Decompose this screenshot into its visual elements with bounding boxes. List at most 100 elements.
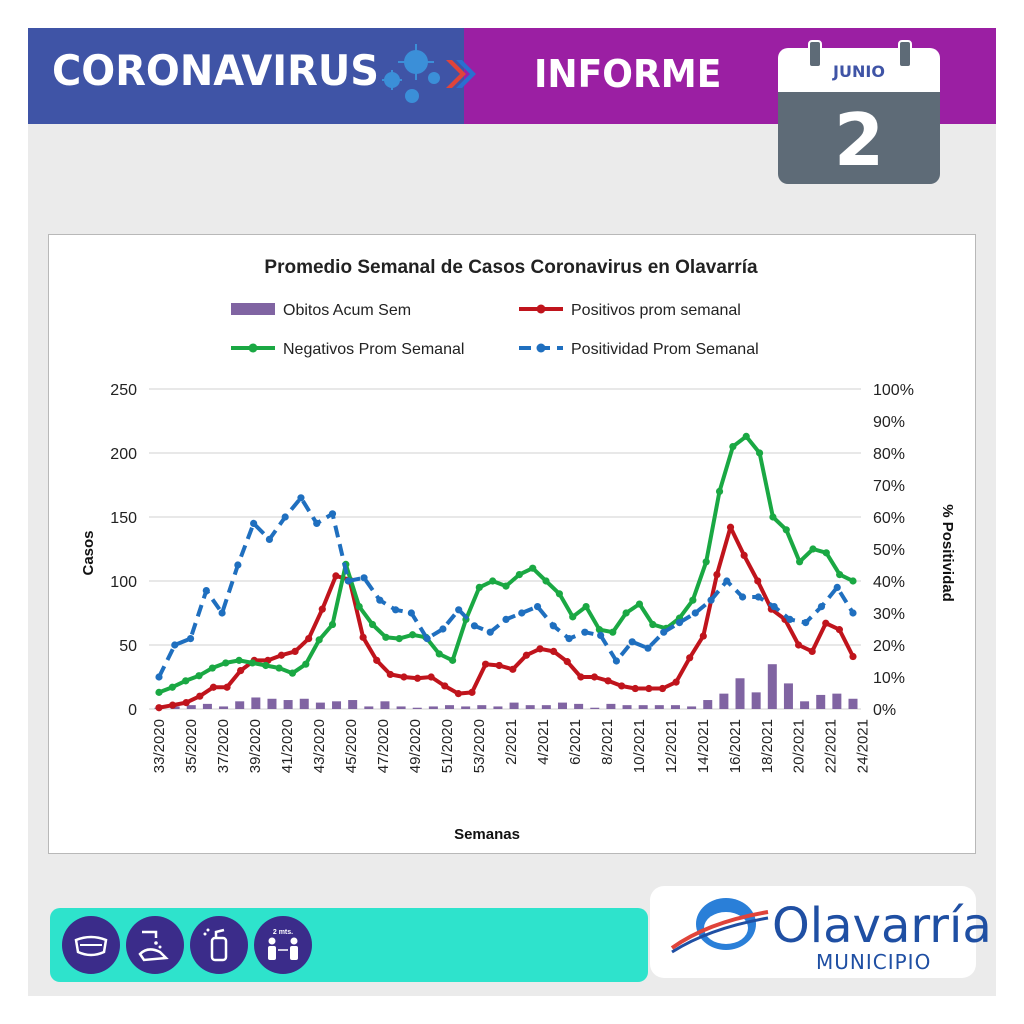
data-point (649, 620, 657, 629)
y2-tick-label: 10% (873, 670, 905, 687)
data-point (782, 526, 790, 534)
data-point (577, 673, 585, 681)
data-point (590, 673, 599, 681)
data-point (738, 593, 747, 601)
bar (735, 678, 745, 709)
x-tick-label: 37/2020 (215, 719, 232, 773)
data-point (275, 664, 283, 672)
bar (412, 707, 422, 709)
data-point (604, 677, 612, 685)
municipality-logo-icon (670, 898, 769, 954)
bar (832, 693, 842, 709)
data-point (195, 672, 203, 680)
data-point (449, 656, 457, 664)
data-point (155, 704, 163, 712)
y-tick-label: 0 (128, 702, 137, 719)
data-point (836, 571, 844, 579)
bar (235, 701, 245, 709)
data-point (644, 644, 652, 652)
bar (638, 705, 648, 709)
x-tick-label: 33/2020 (151, 719, 168, 773)
y2-tick-label: 70% (873, 478, 905, 495)
data-point (597, 631, 605, 639)
data-point (155, 673, 163, 681)
x-tick-label: 12/2021 (663, 719, 680, 773)
logo-text: Olavarría (772, 898, 992, 954)
y2-tick-label: 40% (873, 574, 905, 591)
bar (590, 707, 600, 709)
data-point (182, 699, 190, 707)
data-point (595, 626, 604, 634)
data-point (550, 647, 558, 655)
x-tick-label: 6/2021 (567, 719, 584, 765)
bar (541, 705, 551, 709)
data-point (686, 654, 694, 662)
data-point (332, 572, 340, 580)
bar (703, 700, 713, 709)
data-point (376, 596, 384, 604)
data-point (313, 519, 321, 527)
legend-label: Obitos Acum Sem (283, 302, 411, 319)
y2-tick-label: 100% (873, 382, 914, 399)
data-point (533, 603, 542, 611)
data-point (262, 661, 270, 670)
data-point (713, 571, 721, 579)
data-point (509, 665, 517, 673)
data-point (754, 577, 762, 585)
data-point (182, 677, 190, 685)
data-point (802, 619, 810, 627)
x-tick-label: 43/2020 (311, 719, 328, 773)
data-point (635, 600, 644, 608)
data-point (454, 690, 462, 698)
data-point (742, 432, 750, 440)
data-point (502, 615, 510, 623)
virus-icon (382, 44, 476, 103)
data-point (518, 609, 526, 617)
header-subtitle: INFORME (534, 52, 722, 96)
data-point (355, 603, 363, 611)
legend-label: Negativos Prom Semanal (283, 341, 464, 358)
data-point (235, 656, 243, 664)
bar (428, 706, 438, 709)
x-tick-label: 8/2021 (599, 719, 616, 765)
x-tick-label: 20/2021 (791, 719, 808, 773)
data-point (368, 620, 377, 629)
data-point (305, 635, 313, 643)
data-point (628, 638, 636, 646)
data-point (563, 658, 571, 666)
data-point (817, 603, 826, 611)
x-tick-label: 53/2020 (471, 719, 488, 773)
bar (170, 706, 180, 709)
data-point (250, 519, 258, 527)
data-point (672, 678, 680, 686)
distance-label: 2 mts. (273, 929, 293, 936)
data-point (196, 692, 204, 700)
data-point (470, 622, 479, 630)
bar (315, 702, 325, 709)
bar (574, 703, 584, 709)
data-point (427, 673, 435, 681)
bar (283, 700, 293, 709)
data-point (515, 571, 523, 579)
data-point (833, 583, 841, 591)
data-point (223, 683, 231, 691)
bar (380, 701, 390, 709)
bar (654, 705, 664, 709)
bar (299, 698, 309, 709)
y-tick-label: 150 (110, 510, 137, 527)
data-point (297, 494, 305, 502)
data-point (809, 545, 817, 553)
bar (477, 705, 487, 709)
x-tick-label: 2/2021 (503, 719, 520, 765)
data-point (202, 587, 210, 595)
data-point (171, 641, 179, 649)
data-point (796, 558, 804, 566)
data-point (302, 660, 310, 668)
legend-label: Positividad Prom Semanal (571, 341, 759, 358)
data-point (277, 651, 286, 659)
data-point (495, 661, 503, 670)
data-point (618, 682, 626, 690)
data-point (707, 596, 715, 604)
data-point (645, 684, 653, 693)
calendar-ring (898, 40, 912, 68)
